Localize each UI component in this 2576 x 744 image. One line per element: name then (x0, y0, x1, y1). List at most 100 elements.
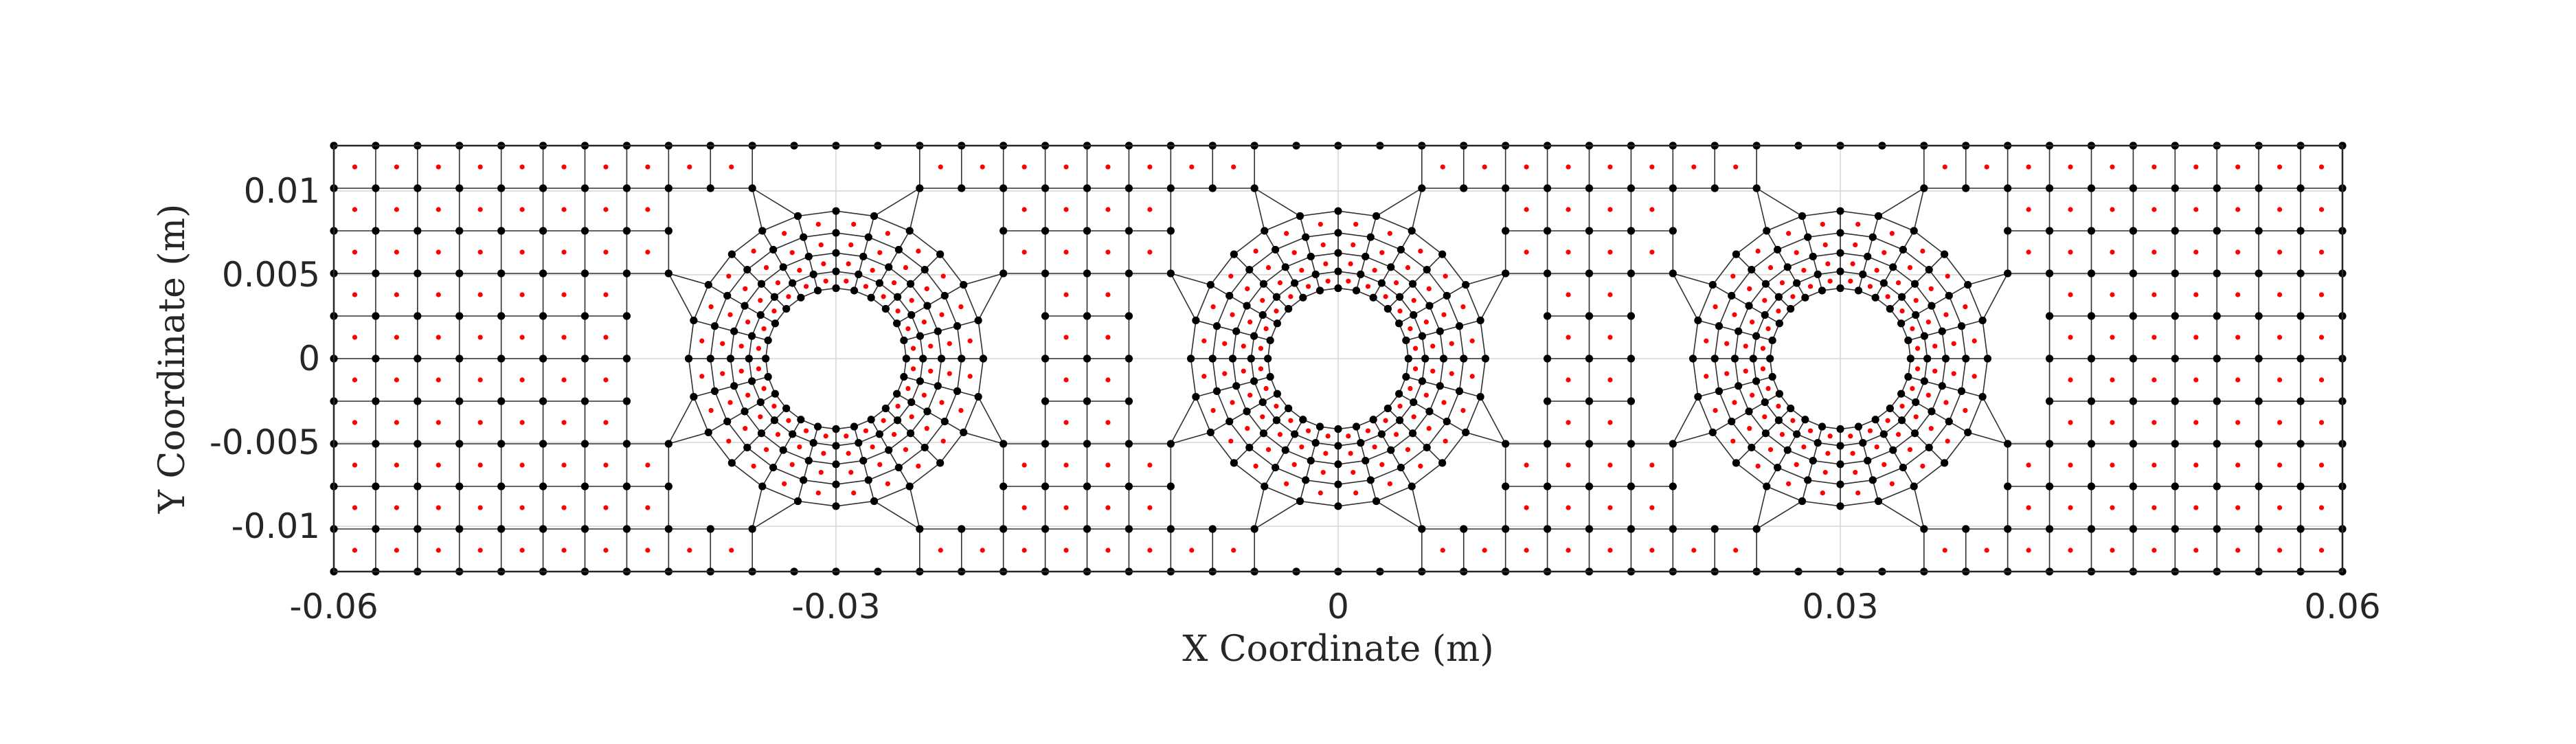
mesh-edge (1263, 433, 1286, 451)
centroid-point (1730, 438, 1736, 444)
centroid-point (1021, 249, 1027, 255)
centroid-point (1418, 248, 1423, 254)
centroid-point (1932, 343, 1938, 349)
mesh-edge (733, 385, 745, 412)
centroid-point (1914, 346, 1921, 351)
centroid-point (1945, 438, 1950, 444)
node-point (770, 293, 779, 301)
node-point (999, 482, 1008, 491)
mesh-edge (708, 253, 733, 286)
node-point (1897, 390, 1906, 398)
node-point (2213, 269, 2221, 278)
centroid-point (1247, 319, 1253, 325)
centroid-point (394, 164, 399, 170)
centroid-point (1776, 308, 1781, 314)
centroid-point (1984, 548, 1989, 553)
centroid-point (789, 250, 795, 256)
node-point (743, 443, 752, 452)
mesh-edge (1787, 449, 1814, 462)
centroid-point (394, 377, 399, 383)
centroid-point (1105, 505, 1111, 510)
centroid-point (848, 469, 854, 475)
node-point (1868, 476, 1877, 484)
centroid-point (1607, 420, 1613, 425)
node-point (934, 382, 942, 390)
node-point (2087, 354, 2096, 363)
centroid-point (1245, 426, 1250, 431)
node-point (1941, 250, 1949, 258)
node-point (1377, 279, 1386, 287)
centroid-point (2110, 420, 2115, 425)
mesh-edge (1961, 326, 1967, 359)
centroid-point (1241, 343, 1246, 349)
mesh-edge (1171, 431, 1211, 444)
centroid-point (436, 164, 441, 170)
centroid-point (561, 505, 567, 510)
centroid-point (603, 377, 609, 383)
node-point (1912, 398, 1920, 407)
centroid-point (2068, 420, 2073, 425)
node-point (580, 482, 589, 491)
centroid-point (1228, 438, 1234, 444)
node-point (1502, 227, 1510, 235)
mesh-edge (1439, 358, 1445, 386)
node-point (1735, 327, 1743, 335)
node-point (1818, 422, 1827, 431)
mesh-edge (1737, 305, 1750, 332)
node-point (804, 252, 813, 261)
mesh-edge (1766, 486, 1803, 502)
node-point (1836, 502, 1844, 510)
node-point (1258, 311, 1267, 319)
node-point (1377, 430, 1386, 438)
node-point (1836, 267, 1844, 275)
node-point (789, 430, 797, 438)
mesh-edge (835, 460, 863, 465)
node-point (1369, 416, 1377, 424)
node-point (2087, 397, 2096, 405)
mesh-edge (939, 253, 964, 286)
node-point (372, 354, 380, 363)
centroid-point (519, 548, 525, 553)
centroid-point (1222, 371, 1228, 376)
node-point (1264, 354, 1272, 363)
centroid-point (1848, 278, 1853, 284)
node-point (1266, 372, 1274, 381)
y-tick-label: 0.005 (222, 255, 320, 295)
centroid-point (786, 294, 791, 300)
centroid-point (1882, 250, 1887, 256)
node-point (580, 269, 589, 278)
mesh-edge (1928, 269, 1950, 296)
centroid-point (1779, 280, 1785, 286)
centroid-point (2318, 420, 2325, 425)
node-point (958, 184, 966, 192)
mesh-edge (956, 358, 962, 392)
node-point (414, 525, 422, 533)
node-point (2045, 269, 2054, 278)
node-point (1768, 336, 1776, 345)
centroid-point (1423, 392, 1429, 398)
centroid-point (1230, 312, 1235, 317)
node-point (916, 184, 924, 192)
y-tick-label: -0.005 (210, 422, 320, 462)
mesh-edge (1365, 256, 1392, 268)
node-point (1864, 456, 1872, 465)
mesh-edge (1787, 256, 1814, 268)
node-point (1334, 502, 1342, 510)
centroid-point (477, 377, 483, 383)
node-point (900, 372, 908, 381)
centroid-point (738, 343, 744, 349)
node-point (793, 497, 802, 506)
node-point (1408, 482, 1416, 491)
mesh-edge (924, 421, 945, 448)
node-point (1443, 291, 1451, 300)
centroid-point (1566, 335, 1571, 340)
centroid-point (2151, 249, 2157, 255)
centroid-point (771, 308, 777, 314)
y-tick-label: -0.01 (231, 506, 320, 546)
centroid-point (2151, 207, 2157, 212)
node-point (1957, 387, 1966, 395)
node-point (1334, 425, 1342, 433)
node-point (893, 390, 901, 398)
node-point (664, 440, 673, 448)
node-point (1859, 270, 1867, 278)
